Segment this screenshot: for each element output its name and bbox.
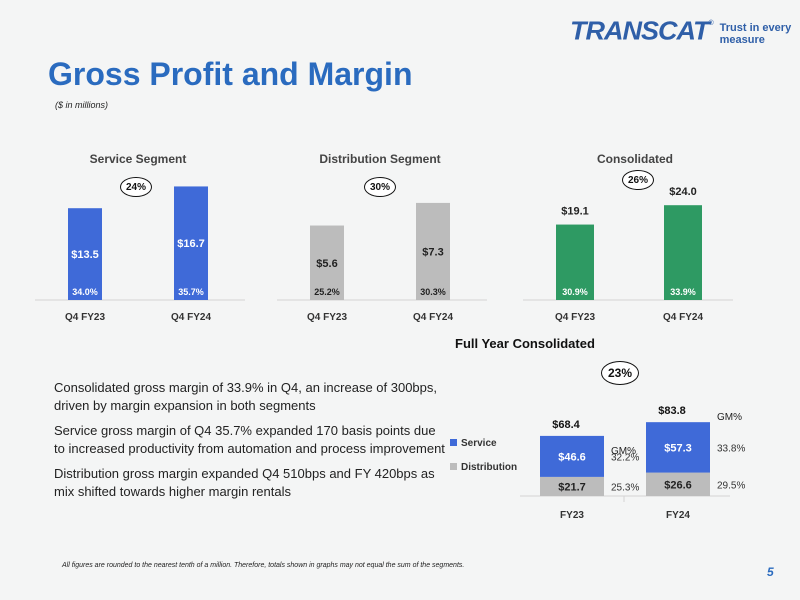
category-label: Q4 FY24	[413, 312, 453, 323]
category-label: FY24	[666, 510, 690, 521]
service-growth-badge: 24%	[120, 177, 152, 197]
bar-service-fy23	[540, 435, 604, 477]
bullet-distribution-margin: Distribution gross margin expanded Q4 51…	[54, 466, 435, 499]
bar-q4-fy23	[556, 224, 594, 300]
value-label: $13.5	[71, 249, 99, 261]
full-year-consolidated-chart: $21.7 $46.6 $68.4 32.2% 25.3% GM% FY23 $26.6 $57…	[450, 405, 745, 521]
total-label: $83.8	[658, 405, 686, 417]
distribution-growth-badge: 30%	[364, 177, 396, 197]
distribution-chart-title: Distribution Segment	[319, 152, 441, 166]
footnote: All figures are rounded to the nearest t…	[62, 562, 465, 569]
bullet-service-margin: Service gross margin of Q4 35.7% expande…	[54, 423, 445, 456]
bar-q4-fy24	[174, 186, 208, 300]
margin-label: 25.2%	[314, 287, 340, 297]
bar-q4-fy23	[68, 208, 102, 300]
value-label: $5.6	[316, 258, 337, 270]
margin-label: 35.7%	[178, 287, 204, 297]
legend-swatch-distribution	[450, 463, 457, 470]
category-label: FY23	[560, 510, 584, 521]
consolidated-chart-title: Consolidated	[596, 152, 673, 166]
value-label: $26.6	[664, 479, 692, 491]
consolidated-chart: $19.1 30.9% Q4 FY23 $24.0 33.9% Q4 FY24	[523, 186, 733, 323]
margin-label: 30.3%	[420, 287, 446, 297]
total-label: $68.4	[552, 419, 580, 431]
value-label: $57.3	[664, 442, 692, 454]
margin-label: 33.9%	[670, 287, 696, 297]
page-subtitle: ($ in millions)	[55, 100, 109, 110]
service-chart-title: Service Segment	[89, 152, 187, 166]
legend-label-distribution: Distribution	[461, 462, 517, 473]
transcat-logo: TRANSCAT ® Trust in every measure	[570, 16, 800, 47]
page-number: 5	[767, 565, 774, 579]
bar-q4-fy24	[416, 202, 450, 300]
service-segment-chart: $13.5 34.0% Q4 FY23 $16.7 35.7% Q4 FY24	[35, 186, 245, 323]
margin-label: 29.5%	[717, 480, 745, 491]
category-label: Q4 FY23	[555, 312, 595, 323]
category-label: Q4 FY23	[65, 312, 105, 323]
consolidated-growth-badge: 26%	[622, 170, 654, 190]
logo-registered-mark: ®	[708, 20, 714, 27]
legend-label-service: Service	[461, 438, 497, 449]
logo-tagline: Trust in every measure	[719, 21, 792, 46]
bar-service-fy24	[646, 422, 710, 473]
margin-label: 34.0%	[72, 287, 98, 297]
bar-q4-fy23	[310, 225, 344, 300]
margin-label: 30.9%	[562, 287, 588, 297]
commentary: Consolidated gross margin of 33.9% in Q4…	[54, 379, 450, 508]
bar-q4-fy24	[664, 205, 702, 300]
value-label: $21.7	[558, 481, 586, 493]
value-label: $16.7	[177, 238, 205, 250]
gm-label: GM%	[611, 446, 636, 457]
margin-label: 32.2%	[611, 452, 639, 463]
value-label: $7.3	[422, 246, 443, 258]
category-label: Q4 FY24	[171, 312, 211, 323]
bar-distribution-fy24	[646, 472, 710, 496]
bar-distribution-fy23	[540, 476, 604, 496]
value-label: $46.6	[558, 451, 586, 463]
margin-label: 33.8%	[717, 443, 745, 454]
category-label: Q4 FY24	[663, 312, 703, 323]
gm-label: GM%	[717, 412, 742, 423]
value-label: $19.1	[561, 206, 589, 218]
margin-label: 25.3%	[611, 482, 639, 493]
full-year-growth-badge: 23%	[601, 361, 639, 385]
legend-swatch-service	[450, 439, 457, 446]
value-label: $24.0	[669, 186, 697, 198]
page-title: Gross Profit and Margin	[48, 56, 413, 92]
logo-wordmark: TRANSCAT	[570, 16, 709, 46]
bullet-consolidated-margin: Consolidated gross margin of 33.9% in Q4…	[54, 380, 438, 413]
full-year-chart-title: Full Year Consolidated	[455, 336, 595, 351]
distribution-segment-chart: $5.6 25.2% Q4 FY23 $7.3 30.3% Q4 FY24	[277, 202, 487, 323]
category-label: Q4 FY23	[307, 312, 347, 323]
